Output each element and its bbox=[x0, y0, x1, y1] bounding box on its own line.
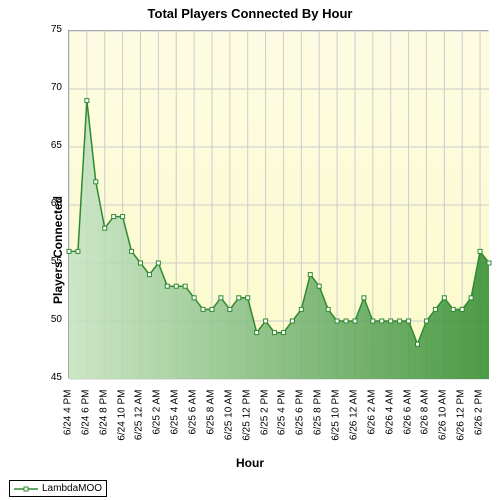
x-tick: 6/24 6 PM bbox=[80, 390, 91, 490]
x-tick: 6/25 12 AM bbox=[134, 390, 145, 490]
x-tick: 6/25 8 PM bbox=[313, 390, 324, 490]
x-tick: 6/25 4 AM bbox=[170, 390, 181, 490]
x-tick: 6/25 6 PM bbox=[295, 390, 306, 490]
legend-label: LambdaMOO bbox=[42, 483, 102, 494]
x-tick: 6/25 12 PM bbox=[241, 390, 252, 490]
legend-swatch bbox=[14, 484, 38, 494]
x-tick: 6/25 10 PM bbox=[331, 390, 342, 490]
x-tick: 6/25 2 PM bbox=[259, 390, 270, 490]
x-tick: 6/26 10 AM bbox=[438, 390, 449, 490]
x-tick: 6/26 2 PM bbox=[474, 390, 485, 490]
y-tick: 60 bbox=[0, 198, 62, 209]
x-tick: 6/26 12 AM bbox=[348, 390, 359, 490]
chart-container: Total Players Connected By Hour Players … bbox=[0, 0, 500, 500]
x-tick: 6/25 8 AM bbox=[205, 390, 216, 490]
legend: LambdaMOO bbox=[9, 480, 107, 497]
x-tick: 6/24 4 PM bbox=[63, 390, 74, 490]
plot-svg bbox=[69, 31, 489, 379]
y-tick: 55 bbox=[0, 256, 62, 267]
x-tick: 6/26 8 AM bbox=[420, 390, 431, 490]
y-tick: 65 bbox=[0, 140, 62, 151]
x-tick: 6/25 10 AM bbox=[223, 390, 234, 490]
x-tick: 6/24 10 PM bbox=[116, 390, 127, 490]
plot-area bbox=[68, 30, 488, 378]
y-tick: 70 bbox=[0, 82, 62, 93]
y-tick: 75 bbox=[0, 24, 62, 35]
y-axis-label: Players Connected bbox=[51, 196, 65, 304]
x-tick: 6/24 8 PM bbox=[98, 390, 109, 490]
chart-title: Total Players Connected By Hour bbox=[0, 6, 500, 21]
x-tick: 6/25 6 AM bbox=[188, 390, 199, 490]
x-tick: 6/26 4 AM bbox=[384, 390, 395, 490]
x-tick: 6/25 4 PM bbox=[277, 390, 288, 490]
x-axis-label: Hour bbox=[0, 456, 500, 470]
x-tick: 6/26 12 PM bbox=[456, 390, 467, 490]
x-tick: 6/26 2 AM bbox=[366, 390, 377, 490]
x-tick: 6/26 6 AM bbox=[402, 390, 413, 490]
y-tick: 50 bbox=[0, 314, 62, 325]
y-tick: 45 bbox=[0, 372, 62, 383]
x-tick: 6/25 2 AM bbox=[152, 390, 163, 490]
